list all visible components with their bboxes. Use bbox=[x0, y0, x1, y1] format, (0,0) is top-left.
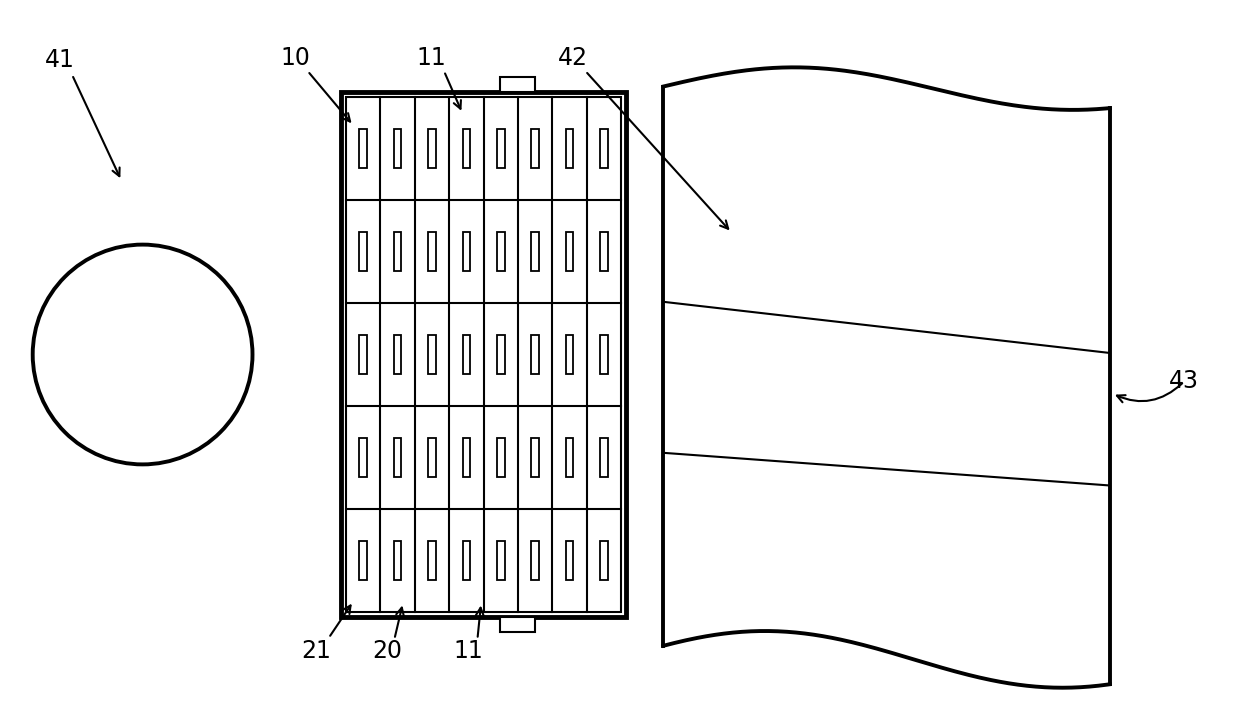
Text: 20: 20 bbox=[372, 639, 402, 663]
Bar bbox=[360, 541, 367, 580]
Bar bbox=[428, 438, 435, 477]
Bar bbox=[360, 438, 367, 477]
Bar bbox=[565, 438, 573, 477]
Bar bbox=[532, 438, 539, 477]
Bar bbox=[463, 541, 470, 580]
Bar bbox=[532, 335, 539, 374]
Bar bbox=[341, 92, 626, 617]
Bar bbox=[394, 232, 402, 271]
Bar bbox=[600, 541, 608, 580]
Bar bbox=[394, 129, 402, 168]
Text: 21: 21 bbox=[301, 639, 331, 663]
Bar bbox=[346, 97, 621, 612]
Bar bbox=[463, 129, 470, 168]
Text: 43: 43 bbox=[1169, 369, 1199, 393]
Bar bbox=[428, 335, 435, 374]
Bar bbox=[565, 129, 573, 168]
Text: 11: 11 bbox=[417, 46, 446, 70]
Bar bbox=[394, 541, 402, 580]
Bar bbox=[463, 335, 470, 374]
Text: 10: 10 bbox=[280, 46, 310, 70]
Bar bbox=[565, 232, 573, 271]
Bar bbox=[360, 232, 367, 271]
Bar bbox=[565, 335, 573, 374]
Bar bbox=[501, 617, 536, 632]
Text: 11: 11 bbox=[454, 639, 484, 663]
Bar bbox=[532, 541, 539, 580]
Bar bbox=[428, 129, 435, 168]
Bar bbox=[565, 541, 573, 580]
Bar bbox=[394, 438, 402, 477]
Bar bbox=[600, 335, 608, 374]
Bar bbox=[600, 232, 608, 271]
Bar bbox=[600, 438, 608, 477]
Bar bbox=[360, 129, 367, 168]
Bar bbox=[532, 232, 539, 271]
Text: 41: 41 bbox=[45, 48, 74, 72]
Bar bbox=[532, 129, 539, 168]
Bar bbox=[497, 232, 505, 271]
Bar bbox=[428, 541, 435, 580]
Bar bbox=[501, 77, 536, 92]
Bar bbox=[428, 232, 435, 271]
Bar bbox=[394, 335, 402, 374]
Bar bbox=[497, 541, 505, 580]
Text: 42: 42 bbox=[558, 46, 588, 70]
Bar bbox=[463, 232, 470, 271]
Bar bbox=[600, 129, 608, 168]
Bar bbox=[360, 335, 367, 374]
Bar bbox=[497, 335, 505, 374]
Bar bbox=[463, 438, 470, 477]
Bar bbox=[497, 129, 505, 168]
Bar bbox=[497, 438, 505, 477]
